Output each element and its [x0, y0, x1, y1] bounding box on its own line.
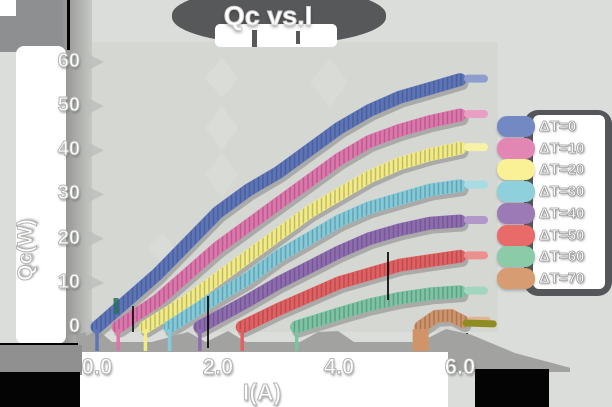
legend: ΔT=0 ΔT=10 ΔT=20 ΔT=30 ΔT=40 ΔT=50 ΔT=60 ΔT=70 [492, 106, 612, 300]
title-drip [296, 31, 300, 44]
legend-item: ΔT=60 [497, 246, 612, 268]
legend-item: ΔT=30 [497, 181, 612, 203]
legend-item: ΔT=20 [497, 159, 612, 181]
y-tick-label: 0 [68, 315, 80, 338]
y-tick-label: 60 [57, 49, 80, 72]
legend-swatch [497, 267, 535, 289]
series-ΔT=20 [138, 141, 488, 351]
bottom-left-black-blob [0, 372, 80, 407]
y-tick-label: 20 [57, 226, 80, 249]
legend-rows: ΔT=0 ΔT=10 ΔT=20 ΔT=30 ΔT=40 ΔT=50 ΔT=60 ΔT=70 [492, 106, 612, 300]
x-axis-label-panel [80, 352, 448, 407]
legend-label: ΔT=70 [539, 269, 585, 287]
x-tick-label: 2.0 [202, 354, 234, 380]
y-axis-spine [67, 0, 70, 50]
legend-label: ΔT=20 [539, 161, 585, 179]
y-tick-label: 30 [57, 182, 80, 205]
y-tick-chevrons [86, 52, 104, 336]
legend-swatch [497, 224, 535, 246]
series-ΔT=40 [193, 214, 488, 351]
series-ΔT=50 [235, 249, 488, 351]
legend-swatch [497, 202, 535, 224]
series-ΔT=70 [412, 309, 497, 351]
x-tick-label: 4.0 [323, 354, 355, 380]
legend-item: ΔT=10 [497, 137, 612, 160]
legend-swatch [497, 181, 535, 203]
legend-swatch [497, 246, 535, 268]
x-tick-label: 6.0 [444, 354, 476, 380]
legend-panel [533, 115, 605, 289]
series-ΔT=30 [163, 179, 488, 351]
legend-label: ΔT=0 [539, 118, 577, 136]
series-ΔT=60 [290, 285, 488, 351]
corner-white-patch [0, 0, 16, 16]
legend-label: ΔT=30 [539, 183, 585, 201]
y-tick-label: 10 [57, 270, 80, 293]
legend-label: ΔT=50 [539, 226, 585, 244]
chart-title: Qc vs.I [223, 1, 313, 32]
series-ΔT=0 [90, 73, 488, 351]
legend-item: ΔT=40 [497, 202, 612, 225]
x-axis-title: I(A) [242, 379, 282, 406]
legend-label: ΔT=60 [539, 248, 585, 266]
legend-swatch [497, 159, 535, 181]
legend-label: ΔT=10 [539, 139, 585, 157]
background-texture [148, 58, 348, 264]
y-tick-label: 40 [57, 138, 80, 161]
legend-label: ΔT=40 [539, 204, 585, 222]
legend-item: ΔT=70 [497, 267, 612, 290]
bottom-left-axis-line [0, 343, 78, 346]
legend-item: ΔT=50 [497, 224, 612, 247]
series-ΔT=10 [111, 108, 488, 351]
legend-swatch [497, 116, 535, 137]
x-axis-shadow-band [76, 329, 468, 352]
y-tick-label: 50 [57, 94, 80, 117]
bottom-left-gray [0, 345, 82, 375]
title-drip [252, 30, 257, 47]
y-axis-label-panel [16, 46, 66, 344]
legend-item: ΔT=0 [497, 116, 612, 138]
title-panel [215, 24, 337, 47]
bottom-right-black-blob [475, 369, 549, 407]
series-layer [90, 73, 497, 351]
legend-swatch [497, 137, 535, 159]
x-tick-label: 0.0 [81, 354, 113, 380]
